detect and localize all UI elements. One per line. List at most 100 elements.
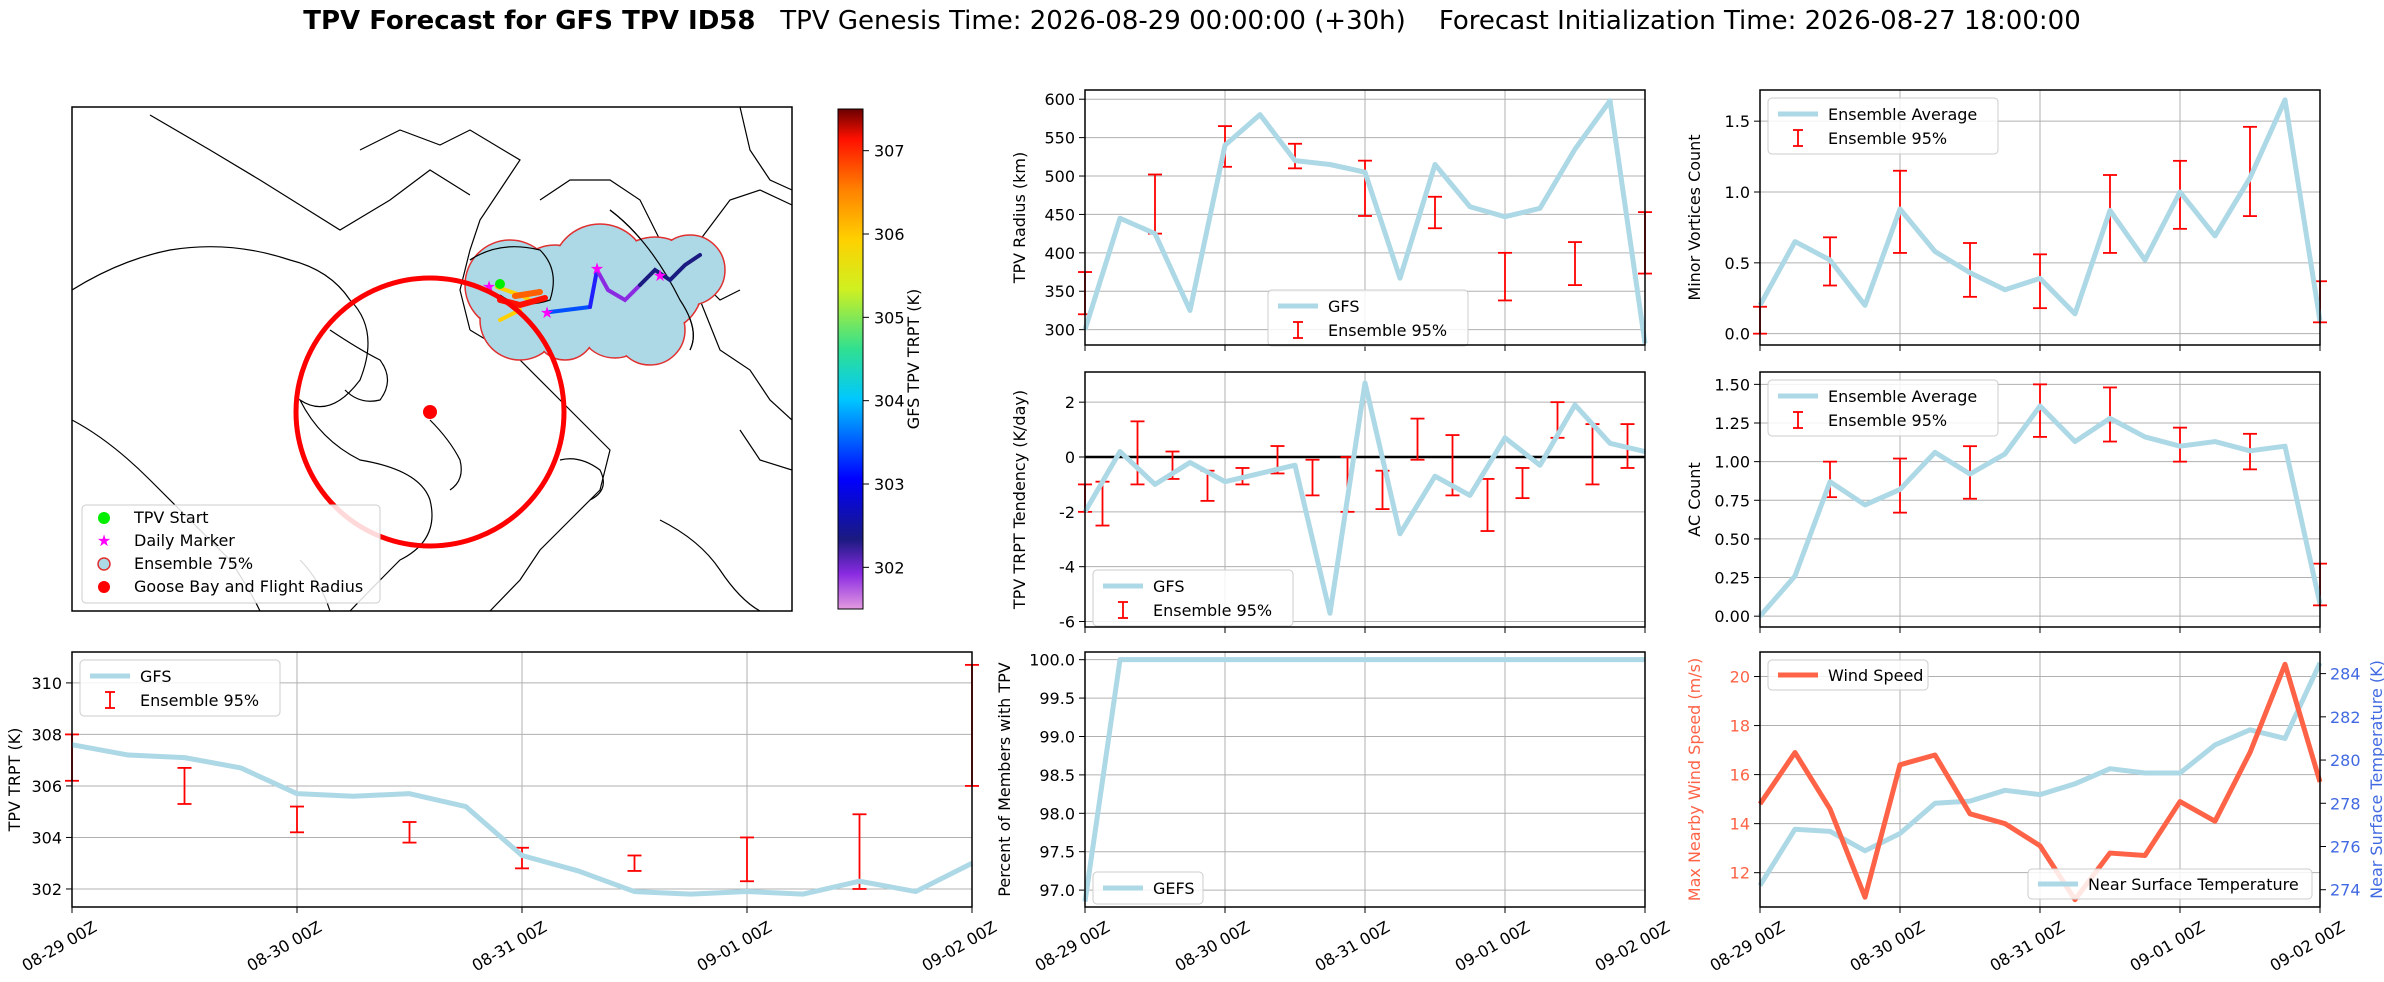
colorbar-tick-label: 306 (874, 225, 905, 244)
x-tick-label: 09-01 00Z (1452, 917, 1533, 975)
y-tick-label: 1.50 (1714, 375, 1750, 394)
wind-speed-line (1757, 661, 2323, 903)
colorbar-tick-label: 303 (874, 475, 905, 494)
y2-tick-label: 282 (2330, 708, 2361, 727)
y-tick-label: 2 (1065, 393, 1075, 412)
y-tick-label: 14 (1730, 815, 1750, 834)
series-line (1082, 380, 1646, 616)
y-tick-label: 18 (1730, 717, 1750, 736)
map-legend-goosebay: Goose Bay and Flight Radius (134, 577, 363, 596)
series-line (1082, 657, 1645, 902)
y-tick-label: 1.00 (1714, 453, 1750, 472)
y-tick-label: 500 (1044, 167, 1075, 186)
svg-text:★: ★ (540, 303, 554, 322)
y-axis-label: AC Count (1685, 462, 1704, 536)
title-init: Forecast Initialization Time: 2026-08-27… (1438, 6, 2081, 36)
title-genesis: TPV Genesis Time: 2026-08-29 00:00:00 (+… (780, 6, 1406, 36)
panel-trpt: 302 304 306 308 310 08-29 00Z 08-30 00Z 08-31 0… (5, 651, 1000, 975)
y-tick-label: 99.0 (1039, 727, 1075, 746)
y-tick-label: 0.50 (1714, 530, 1750, 549)
y-tick-label: 1.25 (1714, 414, 1750, 433)
y-tick-label: 100.0 (1029, 651, 1075, 670)
legend-box (1092, 871, 1204, 905)
panel-minor: 0.0 0.5 1.0 1.5 Ensemble Average Ensemble 95%… (1685, 89, 2327, 351)
colorbar-tick-label: 307 (874, 142, 905, 161)
y-tick-label: 350 (1044, 282, 1075, 301)
map-legend-daily: Daily Marker (134, 531, 235, 550)
legend-label: GEFS (1153, 879, 1195, 898)
legend-label: GFS (1153, 577, 1184, 596)
y-tick-label: 16 (1730, 766, 1750, 785)
y-tick-label: 0 (1065, 448, 1075, 467)
y-tick-label: 0.5 (1725, 254, 1750, 273)
svg-text:★: ★ (590, 259, 604, 278)
x-tick-label: 08-29 00Z (19, 917, 100, 975)
colorbar-tick-label: 304 (874, 392, 905, 411)
colorbar-label: GFS TPV TRPT (K) (904, 289, 923, 429)
x-tick-label: 08-30 00Z (1172, 917, 1253, 975)
x-tick-label: 08-29 00Z (1032, 917, 1113, 975)
legend-label: Ensemble Average (1828, 105, 1977, 124)
legend-box (1767, 97, 1999, 155)
y-axis-label: TPV Radius (km) (1010, 152, 1029, 285)
x-tick-label: 09-01 00Z (694, 917, 775, 975)
y-tick-label: 1.0 (1725, 183, 1750, 202)
x-tick-label: 09-02 00Z (2267, 917, 2348, 975)
y2-tick-label: 284 (2330, 665, 2361, 684)
series-line (1082, 98, 1648, 344)
map-legend-ens75: Ensemble 75% (134, 554, 253, 573)
tpv-start-marker (495, 279, 505, 289)
legend-label: Ensemble 95% (140, 691, 259, 710)
colorbar: 302 303 304 305 306 307 GFS TPV TRPT (K) (837, 108, 923, 610)
y-tick-label: 97.0 (1039, 881, 1075, 900)
y-tick-label: 0.75 (1714, 491, 1750, 510)
colorbar-tick-label: 305 (874, 308, 905, 327)
panel-radius: 300 350 400 450 500 550 600 GFS Ensemble 95% TPV … (1010, 89, 1652, 351)
y-tick-label: 300 (1044, 321, 1075, 340)
y-axis-label: TPV TRPT Tendency (K/day) (1010, 390, 1029, 610)
colorbar-tick-label: 302 (874, 558, 905, 577)
axes-frame (1084, 89, 1646, 346)
panel-tendency: -6 -4 -2 0 2 GFS Ensemble 95% TPV TRPT Tendency… (1010, 371, 1646, 633)
legend-label: Ensemble 95% (1828, 411, 1947, 430)
y2-tick-label: 274 (2330, 881, 2361, 900)
y-tick-label: 302 (31, 880, 62, 899)
y-tick-label: 98.0 (1039, 804, 1075, 823)
x-tick-label: 08-30 00Z (244, 917, 325, 975)
y-tick-label: 0.0 (1725, 325, 1750, 344)
legend-label: GFS (140, 667, 171, 686)
series-line (1758, 403, 2323, 618)
legend-label: Ensemble 95% (1828, 129, 1947, 148)
map-panel: ★ ★ ★ ★ ★ TPV Start Daily Marker Ensembl… (71, 106, 923, 612)
y-tick-label: 450 (1044, 205, 1075, 224)
x-tick-label: 08-29 00Z (1707, 917, 1788, 975)
title-bold: TPV Forecast for GFS TPV ID58 (303, 6, 756, 36)
y-tick-label: 20 (1730, 668, 1750, 687)
y-axis-label: Percent of Members with TPV (995, 662, 1014, 896)
panel-percent: 97.0 97.5 98.0 98.5 99.0 99.5 100.0 08-29 00Z 08… (995, 651, 1673, 976)
axes-frame (1759, 651, 2321, 908)
panel-wind: 12 14 16 18 20 08-29 00Z 08-30 00Z 08-31 00Z 09-… (1685, 651, 2384, 975)
x-tick-label: 09-01 00Z (2127, 917, 2208, 975)
y-axis-label: TPV TRPT (K) (5, 728, 24, 833)
y-tick-label: 0.25 (1714, 569, 1750, 588)
svg-text:★: ★ (653, 266, 667, 285)
y-tick-label: 99.5 (1039, 689, 1075, 708)
y-tick-label: 400 (1044, 244, 1075, 263)
y2-tick-label: 278 (2330, 794, 2361, 813)
y-tick-label: 308 (31, 725, 62, 744)
x-tick-label: 09-02 00Z (1592, 917, 1673, 975)
axes-frame (71, 651, 973, 908)
figure-title: TPV Forecast for GFS TPV ID58 TPV Genesi… (0, 6, 2384, 36)
map-legend-start: TPV Start (133, 508, 209, 527)
temperature-line (1757, 661, 2323, 887)
y-tick-label: -4 (1059, 558, 1075, 577)
y-tick-label: 306 (31, 777, 62, 796)
y-tick-label: -6 (1059, 613, 1075, 632)
legend-label: Near Surface Temperature (2088, 875, 2299, 894)
svg-text:★: ★ (97, 531, 111, 550)
axes-frame (1084, 651, 1646, 908)
y2-tick-label: 280 (2330, 751, 2361, 770)
y-axis-label: Max Nearby Wind Speed (m/s) (1685, 658, 1704, 901)
legend-label: Ensemble 95% (1153, 601, 1272, 620)
